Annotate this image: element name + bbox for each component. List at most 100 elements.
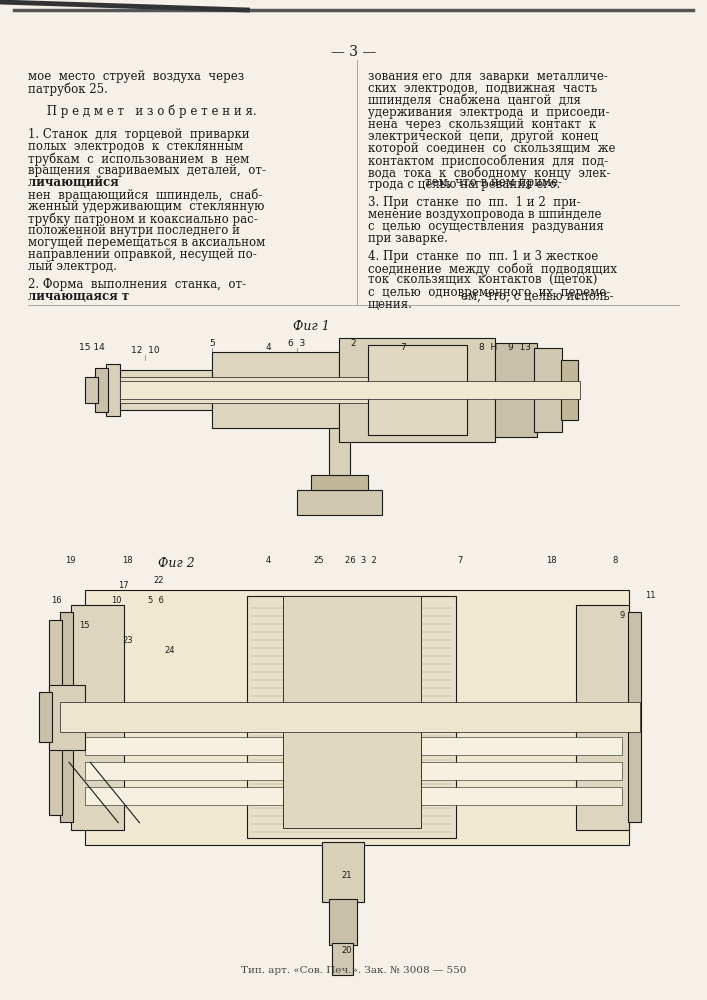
Text: 8: 8 bbox=[612, 556, 618, 565]
Text: вращения  свариваемых  деталей,  от-: вращения свариваемых деталей, от- bbox=[28, 164, 267, 177]
Text: удерживания  электрода  и  присоеди-: удерживания электрода и присоеди- bbox=[368, 106, 609, 119]
Text: 12  10: 12 10 bbox=[131, 346, 159, 355]
Text: трубкам  с  использованием  в  нем: трубкам с использованием в нем bbox=[28, 152, 250, 165]
Text: с  целью  одновременного  их  переме-: с целью одновременного их переме- bbox=[368, 286, 610, 299]
Bar bbox=[49, 620, 62, 815]
Text: 18: 18 bbox=[546, 556, 557, 565]
Text: контактом  приспособления  для  под-: контактом приспособления для под- bbox=[368, 154, 608, 167]
Text: направлении оправкой, несущей по-: направлении оправкой, несущей по- bbox=[28, 248, 257, 261]
Bar bbox=[85, 377, 98, 403]
Text: 4: 4 bbox=[266, 343, 271, 352]
Bar bbox=[495, 343, 537, 437]
Bar bbox=[368, 345, 467, 435]
Text: Тип. арт. «Сов. Печ.». Зак. № 3008 — 550: Тип. арт. «Сов. Печ.». Зак. № 3008 — 550 bbox=[241, 966, 466, 975]
Bar bbox=[212, 352, 339, 428]
Text: 9  13: 9 13 bbox=[508, 343, 531, 352]
Text: 20: 20 bbox=[341, 946, 351, 955]
Bar bbox=[71, 605, 124, 830]
Text: с  целью  осуществления  раздувания: с целью осуществления раздувания bbox=[368, 220, 603, 233]
Text: 25: 25 bbox=[313, 556, 323, 565]
Text: вода  тока  к  свободному  концу  элек-: вода тока к свободному концу элек- bbox=[368, 166, 610, 180]
Text: при заварке.: при заварке. bbox=[368, 232, 448, 245]
Text: нен  вращающийся  шпиндель,  снаб-: нен вращающийся шпиндель, снаб- bbox=[28, 188, 263, 202]
Text: 10: 10 bbox=[112, 596, 122, 605]
Text: щения.: щения. bbox=[368, 298, 412, 311]
Text: электрической  цепи,  другой  конец: электрической цепи, другой конец bbox=[368, 130, 598, 143]
Text: 5: 5 bbox=[209, 339, 215, 348]
Bar bbox=[95, 368, 108, 412]
Bar bbox=[329, 420, 350, 475]
Text: 2. Форма  выполнения  станка,  от-: 2. Форма выполнения станка, от- bbox=[28, 278, 247, 291]
Bar bbox=[60, 612, 73, 822]
Text: зования его  для  заварки  металличе-: зования его для заварки металличе- bbox=[368, 70, 607, 83]
Text: 5  6: 5 6 bbox=[148, 596, 163, 605]
Bar bbox=[322, 842, 364, 902]
Text: 4. При  станке  по  пп. 1 и 3 жесткое: 4. При станке по пп. 1 и 3 жесткое bbox=[368, 250, 598, 263]
Bar bbox=[85, 787, 622, 805]
Text: личающийся: личающийся bbox=[28, 176, 123, 189]
Bar bbox=[120, 381, 580, 399]
Bar bbox=[332, 943, 354, 975]
Bar bbox=[85, 737, 622, 755]
Text: нена  через  скользящий  контакт  к: нена через скользящий контакт к bbox=[368, 118, 595, 131]
Bar bbox=[120, 370, 212, 410]
Text: 24: 24 bbox=[165, 646, 175, 655]
Bar bbox=[311, 475, 368, 490]
Text: 15: 15 bbox=[80, 621, 90, 630]
Text: полых  электродов  к  стеклянным: полых электродов к стеклянным bbox=[28, 140, 243, 153]
Text: лый электрод.: лый электрод. bbox=[28, 260, 117, 273]
Bar bbox=[329, 899, 357, 945]
Text: 4: 4 bbox=[266, 556, 271, 565]
Text: 9: 9 bbox=[619, 611, 625, 620]
Bar bbox=[39, 692, 52, 742]
Text: П р е д м е т   и з о б р е т е н и я.: П р е д м е т и з о б р е т е н и я. bbox=[28, 104, 257, 117]
Bar bbox=[106, 364, 120, 416]
Text: 3. При  станке  по  пп.  1 и 2  при-: 3. При станке по пп. 1 и 2 при- bbox=[368, 196, 580, 209]
Text: 23: 23 bbox=[122, 636, 133, 645]
Text: — 3 —: — 3 — bbox=[331, 45, 376, 59]
Text: 7: 7 bbox=[457, 556, 462, 565]
Bar bbox=[120, 377, 424, 403]
Text: трода с целью нагревания его.: трода с целью нагревания его. bbox=[368, 178, 560, 191]
Text: 18: 18 bbox=[122, 556, 133, 565]
Text: 6  3: 6 3 bbox=[288, 339, 305, 348]
Text: 2: 2 bbox=[351, 339, 356, 348]
Bar bbox=[576, 605, 629, 830]
Text: положенной внутри последнего и: положенной внутри последнего и bbox=[28, 224, 240, 237]
Bar bbox=[534, 348, 562, 432]
Bar bbox=[318, 410, 361, 422]
Bar bbox=[628, 612, 641, 822]
Text: ем, что, с целью исполь-: ем, что, с целью исполь- bbox=[461, 290, 614, 303]
Text: Фиг 2: Фиг 2 bbox=[158, 557, 195, 570]
Bar bbox=[561, 360, 578, 420]
Bar bbox=[339, 338, 495, 442]
Bar bbox=[49, 685, 85, 750]
Bar bbox=[247, 596, 456, 838]
Text: 11: 11 bbox=[645, 591, 655, 600]
Text: могущей перемещаться в аксиальном: могущей перемещаться в аксиальном bbox=[28, 236, 266, 249]
Text: женный удерживающим  стеклянную: женный удерживающим стеклянную bbox=[28, 200, 264, 213]
Text: трубку патроном и коаксиально рас-: трубку патроном и коаксиально рас- bbox=[28, 212, 258, 226]
Text: тем, что в нем приме-: тем, что в нем приме- bbox=[425, 176, 562, 189]
Text: патрубок 25.: патрубок 25. bbox=[28, 82, 108, 96]
Text: 8  H: 8 H bbox=[479, 343, 497, 352]
Text: 17: 17 bbox=[118, 581, 129, 590]
Bar bbox=[297, 490, 382, 515]
Bar bbox=[85, 762, 622, 780]
Text: ских  электродов,  подвижная  часть: ских электродов, подвижная часть bbox=[368, 82, 597, 95]
Text: 16: 16 bbox=[51, 596, 62, 605]
Text: 7: 7 bbox=[400, 343, 406, 352]
Text: личающаяся т: личающаяся т bbox=[28, 290, 129, 303]
Bar bbox=[283, 596, 421, 828]
Text: 21: 21 bbox=[341, 871, 351, 880]
Text: 1. Станок  для  торцевой  приварки: 1. Станок для торцевой приварки bbox=[28, 128, 250, 141]
Text: соединение  между  собой  подводящих: соединение между собой подводящих bbox=[368, 262, 617, 275]
Text: 22: 22 bbox=[154, 576, 164, 585]
Text: мое  место  струей  воздуха  через: мое место струей воздуха через bbox=[28, 70, 245, 83]
Text: 26  3  2: 26 3 2 bbox=[345, 556, 376, 565]
Bar bbox=[60, 702, 640, 732]
Text: которой  соединен  со  скользящим  же: которой соединен со скользящим же bbox=[368, 142, 615, 155]
Text: Фиг 1: Фиг 1 bbox=[293, 320, 329, 333]
Text: 15 14: 15 14 bbox=[79, 343, 105, 352]
Text: шпинделя  снабжена  цангой  для: шпинделя снабжена цангой для bbox=[368, 94, 580, 107]
